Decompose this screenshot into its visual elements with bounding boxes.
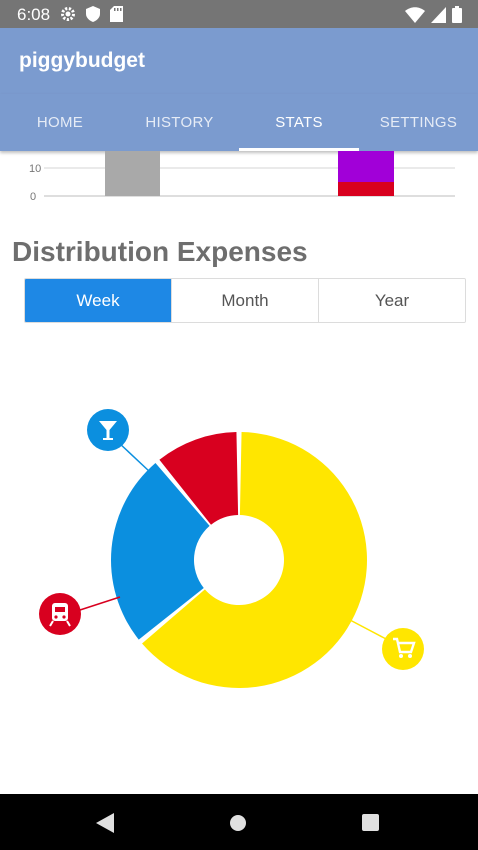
cocktail-icon <box>87 409 129 451</box>
tab-bar: HOME HISTORY STATS SETTINGS <box>0 94 478 151</box>
leader-line-train <box>79 596 121 611</box>
battery-icon <box>452 6 462 23</box>
leader-line-cocktail <box>117 441 151 473</box>
tab-home[interactable]: HOME <box>36 114 84 131</box>
train-icon <box>39 593 81 635</box>
shopping-cart-icon <box>382 628 424 670</box>
bar-gray <box>105 151 160 196</box>
bar-purple <box>338 151 394 182</box>
shield-icon <box>86 6 100 22</box>
tab-indicator <box>239 148 359 151</box>
recents-icon[interactable] <box>362 814 379 831</box>
tab-history[interactable]: HISTORY <box>145 114 214 131</box>
home-icon[interactable] <box>229 814 247 832</box>
leader-line-cart <box>349 619 389 641</box>
tab-stats[interactable]: STATS <box>275 114 323 131</box>
y-tick-0: 0 <box>30 191 36 203</box>
system-nav-bar <box>0 794 478 850</box>
donut-slice-cocktail[interactable] <box>111 463 210 640</box>
status-time: 6:08 <box>17 5 51 24</box>
donut-slice-train[interactable] <box>159 432 239 525</box>
app-title: piggybudget <box>19 49 145 72</box>
status-bar: 6:08 <box>0 0 478 28</box>
period-selector: Week Month Year <box>24 278 466 323</box>
distribution-title: Distribution Expenses <box>12 236 308 267</box>
distribution-donut-chart <box>39 409 424 688</box>
back-icon[interactable] <box>96 813 114 833</box>
signal-icon <box>431 6 446 23</box>
bar-red <box>338 182 394 196</box>
app-bar: piggybudget <box>0 28 478 94</box>
y-tick-10: 10 <box>29 163 41 175</box>
donut-slice-shopping-cart[interactable] <box>142 432 368 688</box>
tab-settings[interactable]: SETTINGS <box>379 114 458 131</box>
sd-card-icon <box>110 6 123 22</box>
period-month-button[interactable]: Month <box>172 279 319 322</box>
wifi-icon <box>405 6 425 23</box>
period-year-button[interactable]: Year <box>319 279 465 322</box>
period-week-button[interactable]: Week <box>25 279 172 322</box>
gear-icon <box>61 7 75 21</box>
bar-chart-partial: 10 0 <box>29 151 455 203</box>
